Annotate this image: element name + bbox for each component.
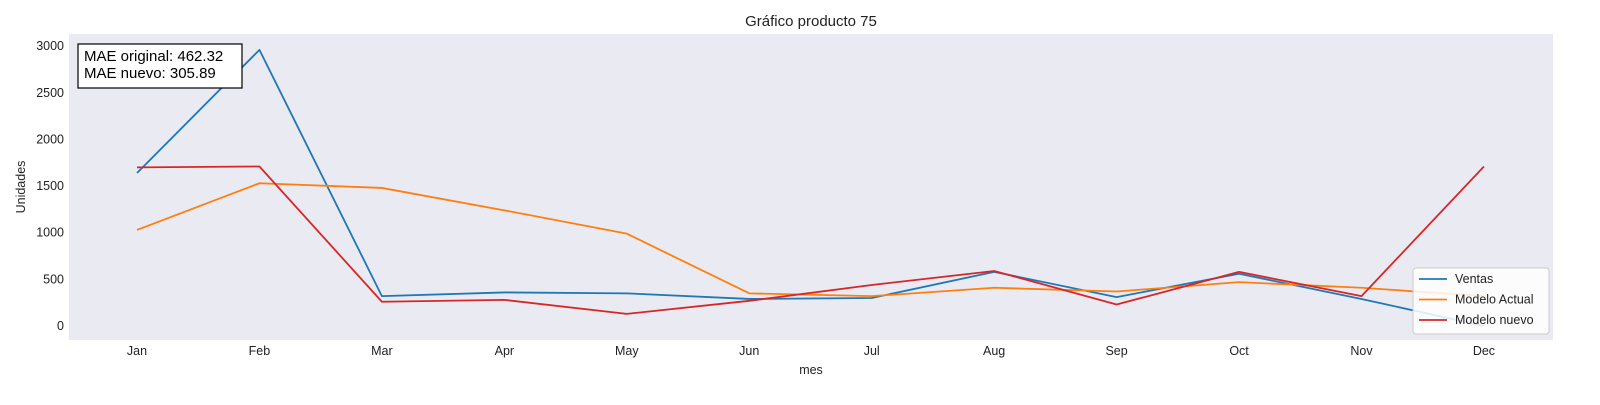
y-tick-label: 1500 — [36, 179, 64, 193]
x-tick-label: Jul — [864, 344, 880, 358]
y-tick-label: 500 — [43, 272, 64, 286]
x-axis-label: mes — [799, 363, 823, 377]
x-tick-label: Aug — [983, 344, 1005, 358]
series-line-modelo-actual — [136, 182, 1485, 298]
annotation-mae-original: MAE original: 462.32 — [84, 48, 223, 65]
legend-frame — [1412, 267, 1550, 335]
x-tick-label: Dec — [1473, 344, 1495, 358]
x-tick-label: Apr — [495, 344, 514, 358]
chart-title: Gráfico producto 75 — [745, 13, 877, 30]
plot-area — [69, 34, 1553, 340]
y-tick-label: 3000 — [36, 39, 64, 53]
y-axis-label: Unidades — [14, 161, 28, 214]
x-tick-label: Nov — [1350, 344, 1373, 358]
legend: Ventas Modelo Actual Modelo nuevo — [1412, 267, 1550, 335]
x-tick-label: Oct — [1229, 344, 1249, 358]
series-lines — [136, 48, 1485, 327]
legend-label: Modelo nuevo — [1455, 313, 1534, 327]
y-axis-ticks: 0 500 1000 1500 2000 2500 3000 — [36, 39, 64, 333]
x-tick-label: Feb — [249, 344, 271, 358]
mae-annotation-box: MAE original: 462.32 MAE nuevo: 305.89 — [77, 43, 243, 89]
x-tick-label: Jan — [127, 344, 147, 358]
series-line-ventas — [136, 48, 1485, 327]
y-tick-label: 2000 — [36, 132, 64, 146]
x-axis-ticks: Jan Feb Mar Apr May Jun Jul Aug Sep Oct Nov Dec — [127, 344, 1495, 358]
annotation-frame — [77, 43, 243, 89]
y-tick-label: 2500 — [36, 86, 64, 100]
legend-label: Ventas — [1455, 272, 1493, 286]
y-tick-label: 1000 — [36, 226, 64, 240]
y-tick-label: 0 — [57, 319, 64, 333]
annotation-mae-nuevo: MAE nuevo: 305.89 — [84, 65, 216, 82]
series-line-modelo-nuevo — [136, 165, 1485, 315]
x-tick-label: May — [615, 344, 639, 358]
legend-label: Modelo Actual — [1455, 293, 1534, 307]
x-tick-label: Mar — [371, 344, 393, 358]
x-tick-label: Jun — [739, 344, 759, 358]
x-tick-label: Sep — [1105, 344, 1127, 358]
